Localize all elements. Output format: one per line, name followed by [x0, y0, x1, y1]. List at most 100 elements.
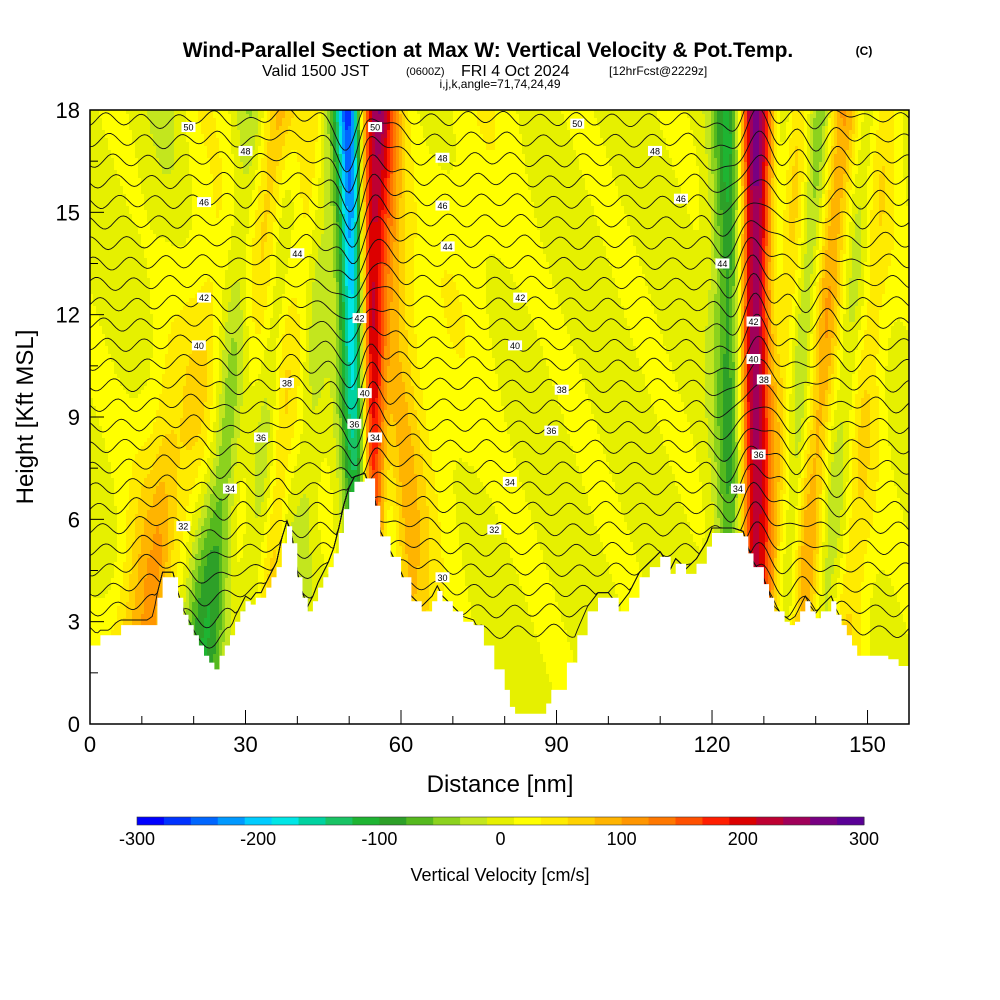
colorbar-swatch: [648, 817, 677, 825]
isentrope-line: [90, 130, 909, 193]
colorbar-swatch: [137, 817, 165, 825]
colorbar-swatch: [190, 817, 219, 825]
isentrope-line: [90, 292, 909, 343]
y-tick-label: 9: [68, 405, 80, 430]
contour-label: 46: [437, 201, 447, 211]
isentrope-line: [90, 472, 909, 523]
colorbar-swatch: [433, 817, 461, 825]
isentrope-line: [90, 254, 909, 299]
isentrope-line: [90, 154, 909, 213]
isentrope-line: [90, 472, 909, 561]
contour-label: 32: [178, 522, 188, 532]
contour-label-bg: [191, 340, 206, 351]
contour-label: 34: [733, 484, 743, 494]
contour-label-bg: [673, 193, 688, 204]
contour-label: 36: [256, 433, 266, 443]
contour-label: 46: [676, 194, 686, 204]
contour-label-bg: [502, 476, 517, 487]
colorbar-swatch: [837, 817, 865, 825]
contour-label-bg: [487, 524, 502, 535]
colorbar-tick-label: 100: [607, 829, 637, 849]
contour-label: 40: [194, 341, 204, 351]
colorbar-tick-label: 0: [495, 829, 505, 849]
contour-label: 44: [717, 259, 727, 269]
contour-label: 38: [282, 378, 292, 388]
y-tick-label: 0: [68, 712, 80, 737]
x-tick-label: 0: [84, 732, 96, 757]
contour-label: 40: [360, 389, 370, 399]
isentrope-line: [90, 424, 909, 466]
contour-label: 48: [437, 153, 447, 163]
x-axis: 0 30 60 90 120 150: [84, 710, 886, 757]
contour-label: 50: [572, 119, 582, 129]
colorbar-swatch: [406, 817, 434, 825]
contour-label: 38: [759, 375, 769, 385]
contour-label: 42: [199, 293, 209, 303]
colorbar-swatch: [783, 817, 811, 825]
valid-time: Valid 1500 JST: [262, 63, 370, 80]
x-tick-label: 30: [233, 732, 257, 757]
contour-label: 34: [225, 484, 235, 494]
contour-label-bg: [357, 388, 372, 399]
colorbar-swatch: [567, 817, 596, 825]
contour-label-bg: [279, 377, 294, 388]
terrain-mask: [90, 478, 909, 724]
x-tick-label: 150: [849, 732, 886, 757]
contour-label-bg: [347, 418, 362, 429]
colorbar-swatch: [675, 817, 703, 825]
contour-label-bg: [440, 241, 455, 252]
isentrope-line: [90, 110, 909, 173]
contour-label: 30: [437, 573, 447, 583]
contour-label-bg: [746, 316, 761, 327]
colorbar-swatch: [810, 817, 838, 825]
colorbar-swatch: [756, 817, 784, 825]
isentrope-line: [90, 472, 909, 629]
contour-label: 42: [748, 317, 758, 327]
colorbar-label: Vertical Velocity [cm/s]: [410, 865, 589, 885]
grid-indices: i,j,k,angle=71,74,24,49: [439, 77, 560, 91]
colorbar-swatch: [594, 817, 623, 825]
colorbar-swatch: [513, 817, 542, 825]
contour-label-bg: [197, 292, 212, 303]
colorbar-swatch: [460, 817, 488, 825]
contour-label-bg: [756, 374, 771, 385]
contour-label: 40: [510, 341, 520, 351]
contour-label: 44: [443, 242, 453, 252]
isentrope-line: [90, 401, 909, 449]
isentrope-line: [90, 272, 909, 320]
isentrope-line: [90, 472, 909, 607]
contour-label: 46: [199, 198, 209, 208]
isentrope-line: [90, 380, 909, 430]
contour-label-bg: [751, 449, 766, 460]
valid-utc: (0600Z): [406, 66, 445, 78]
contour-label-bg: [254, 432, 269, 443]
contour-label: 34: [505, 477, 515, 487]
isentrope-line: [90, 313, 909, 366]
contour-label-bg: [290, 248, 305, 259]
contour-label-bg: [648, 145, 663, 156]
valid-line: Valid 1500 JST (0600Z) FRI 4 Oct 2024 [1…: [262, 63, 707, 80]
contour-label: 34: [370, 433, 380, 443]
colorbar-swatch: [487, 817, 515, 825]
x-tick-label: 60: [389, 732, 413, 757]
isentrope-line: [90, 110, 909, 151]
contour-label: 36: [754, 450, 764, 460]
plot-area: 5048464442403836343250484644424036345048…: [90, 110, 909, 724]
colorbar-swatch: [163, 817, 192, 825]
title-main: Wind-Parallel Section at Max W: Vertical…: [183, 39, 794, 62]
contour-label-bg: [368, 122, 383, 133]
contour-label: 38: [557, 385, 567, 395]
contour-label: 40: [748, 355, 758, 365]
contour-label-bg: [435, 152, 450, 163]
contour-label: 36: [546, 426, 556, 436]
contour-label-bg: [197, 197, 212, 208]
colorbar-swatch: [729, 817, 757, 825]
contour-label: 32: [489, 525, 499, 535]
contour-label-bg: [176, 521, 191, 532]
contour-label: 44: [292, 249, 302, 259]
colorbar-tick-label: -100: [361, 829, 397, 849]
contour-label-bg: [554, 384, 569, 395]
x-axis-label: Distance [nm]: [427, 771, 574, 798]
contour-label: 50: [370, 123, 380, 133]
